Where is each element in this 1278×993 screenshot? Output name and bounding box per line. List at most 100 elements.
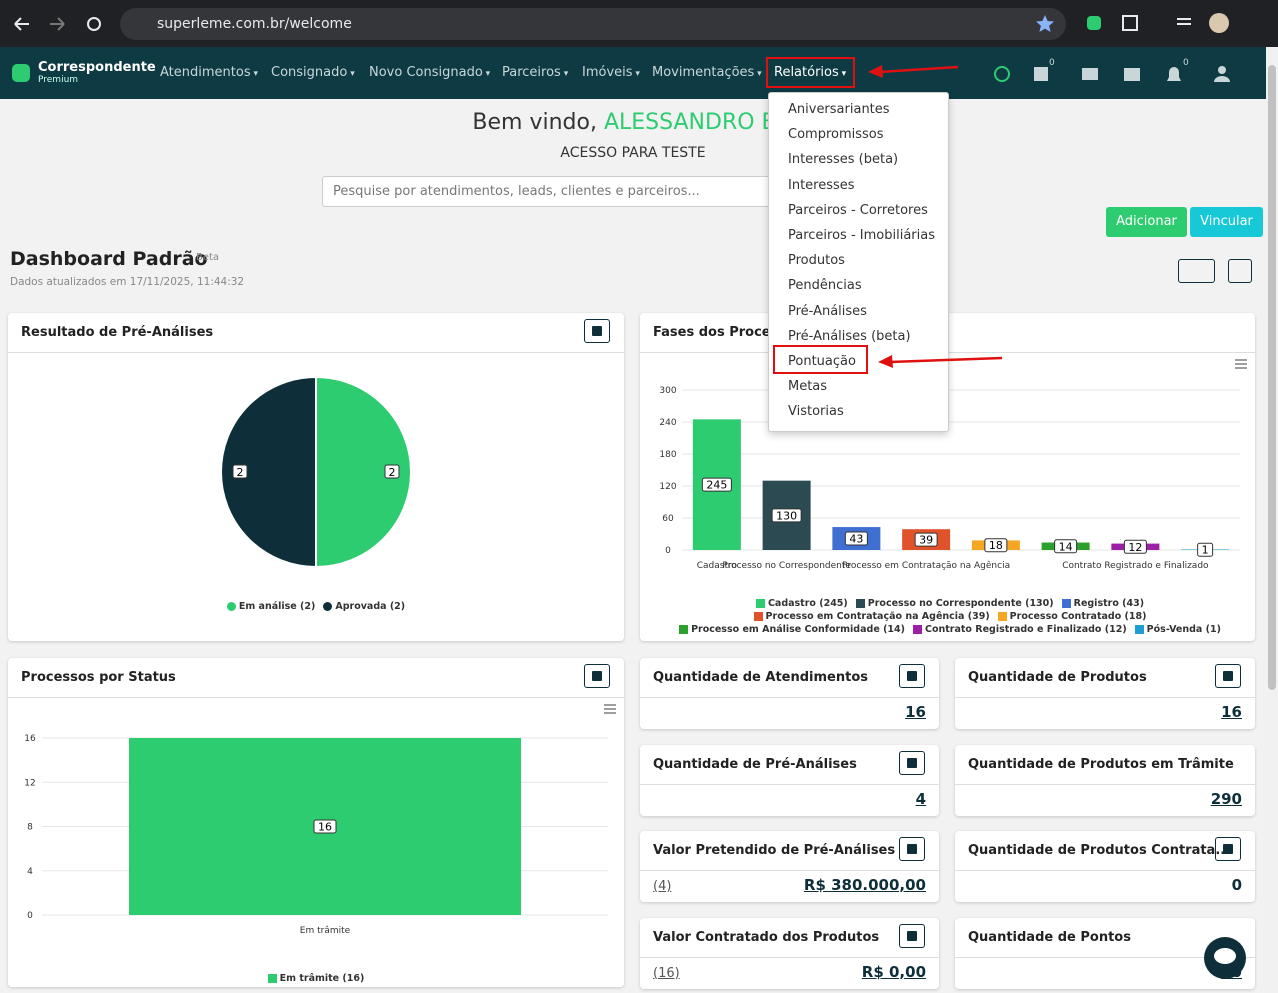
menu-item[interactable]: Movimentações <box>652 65 762 80</box>
calendar-button[interactable] <box>1215 837 1241 861</box>
search-input[interactable]: Pesquise por atendimentos, leads, client… <box>322 176 782 207</box>
card-count[interactable]: (16) <box>653 965 680 981</box>
panel: Quantidade de Produtos Contrata... 0 <box>955 831 1255 902</box>
menu-item[interactable]: Relatórios <box>774 65 846 80</box>
dropdown-item[interactable]: Vistorias <box>788 404 844 420</box>
greeting: Bem vindo, <box>472 110 597 135</box>
panel-title: Quantidade de Pré-Análises <box>653 756 857 772</box>
legend: Cadastro (245) Processo no Correspondente… <box>660 598 1240 635</box>
notification-badge: 0 <box>1183 58 1189 68</box>
legend-swatch <box>912 625 922 634</box>
calendar-button[interactable] <box>584 664 610 688</box>
menu-item[interactable]: Parceiros <box>502 65 568 80</box>
filter-button[interactable] <box>1178 259 1215 283</box>
legend-item[interactable]: Processo em Análise Conformidade (14) <box>679 624 905 635</box>
card-value[interactable]: 16 <box>1221 703 1242 721</box>
legend: Em análise (2) Aprovada (2) <box>8 601 624 612</box>
card-value[interactable]: 16 <box>905 703 926 721</box>
panel-title: Fases dos Proces <box>653 325 779 340</box>
panel: Processos por Status <box>8 658 624 987</box>
legend-label: Processo Contratado (18) <box>1009 611 1147 622</box>
scroll-thumb[interactable] <box>1268 65 1276 690</box>
dropdown-item[interactable]: Compromissos <box>788 127 884 143</box>
link-button[interactable]: Vincular <box>1190 207 1263 237</box>
legend-item[interactable]: Aprovada (2) <box>323 601 405 612</box>
card-value[interactable]: R$ 0,00 <box>861 962 926 981</box>
card-value[interactable]: 290 <box>1210 789 1242 808</box>
divider <box>640 870 939 871</box>
legend-label: Em análise (2) <box>238 601 316 612</box>
browser-bar: superleme.com.br/welcome <box>0 0 1278 47</box>
legend-swatch <box>855 599 865 608</box>
dropdown-item[interactable]: Pendências <box>788 278 862 294</box>
address-bar[interactable]: superleme.com.br/welcome <box>120 8 1066 40</box>
legend-swatch <box>755 599 765 608</box>
panel-title: Quantidade de Pontos <box>968 929 1131 945</box>
legend-item[interactable]: Registro (43) <box>1061 598 1145 609</box>
dropdown-item[interactable]: Interesses (beta) <box>788 152 899 168</box>
reports-dropdown: Aniversariantes Compromissos Interesses (b… <box>768 92 949 432</box>
dropdown-item[interactable]: Parceiros - Corretores <box>788 202 928 218</box>
calendar-button[interactable] <box>899 750 925 775</box>
panel: Resultado de Pré-Análises <box>8 313 624 641</box>
calendar-button[interactable] <box>584 319 610 343</box>
panel-title: Quantidade de Produtos <box>968 670 1147 685</box>
calendar-badge: 0 <box>1049 58 1055 68</box>
menu-item[interactable]: Imóveis <box>582 65 640 80</box>
calendar-button[interactable] <box>1215 664 1241 688</box>
add-button[interactable]: Adicionar <box>1106 207 1187 237</box>
legend-item[interactable]: Processo no Correspondente (130) <box>855 598 1054 609</box>
menu-item[interactable]: Atendimentos <box>160 65 258 80</box>
legend-label: Aprovada (2) <box>335 601 406 612</box>
dropdown-item[interactable]: Metas <box>788 379 828 395</box>
calendar-button[interactable] <box>899 923 925 948</box>
divider <box>640 697 939 698</box>
calendar-button[interactable] <box>899 837 925 861</box>
divider <box>640 783 939 785</box>
dropdown-item[interactable]: Produtos <box>788 253 845 269</box>
legend-item[interactable]: Cadastro (245) <box>755 598 848 609</box>
browser-toolbar-icons <box>1087 13 1229 33</box>
legend-item[interactable]: Processo Contratado (18) <box>997 611 1147 622</box>
panel: Quantidade de Produtos em Trâmite 290 <box>955 744 1255 816</box>
dropdown-item[interactable]: Pré-Análises (beta) <box>788 328 911 344</box>
dashboard-title: Dashboard Padrão <box>10 248 208 270</box>
legend-item[interactable]: Em análise (2) <box>226 601 316 612</box>
card-value[interactable]: 10 <box>1221 962 1242 981</box>
card-value: 0 <box>1231 876 1242 894</box>
panel: Quantidade de Pontos 10 <box>955 917 1255 989</box>
legend-item[interactable]: Processo em Contratação na Agência (39) <box>753 611 990 622</box>
panel: Valor Pretendido de Pré-Análises (4) R$ 38… <box>640 831 939 902</box>
legend-item[interactable]: Em trâmite (16) <box>267 973 365 984</box>
dropdown-item[interactable]: Aniversariantes <box>788 102 890 117</box>
menu-item[interactable]: Novo Consignado <box>369 65 490 80</box>
legend-item[interactable]: Pós-Venda (1) <box>1134 624 1221 635</box>
dropdown-item[interactable]: Pré-Análises <box>788 303 867 319</box>
legend-swatch <box>323 602 333 611</box>
card-value[interactable]: 4 <box>915 789 926 808</box>
menu-item[interactable]: Consignado <box>271 65 355 80</box>
card-count[interactable]: (4) <box>653 879 672 894</box>
user-name: ALESSANDRO BO <box>603 110 794 135</box>
brand-logo <box>12 64 30 82</box>
card-value[interactable]: R$ 380.000,00 <box>803 876 926 894</box>
subtitle: ACESSO PARA TESTE <box>560 145 706 161</box>
legend-item[interactable]: Contrato Registrado e Finalizado (12) <box>912 624 1127 635</box>
beta-badge: Beta <box>196 252 220 263</box>
legend-label: Registro (43) <box>1073 598 1145 609</box>
more-button[interactable] <box>1228 259 1252 283</box>
dropdown-item[interactable]: Pontuação <box>788 354 856 369</box>
dropdown-item[interactable]: Parceiros - Imobiliárias <box>788 228 935 243</box>
calendar-button[interactable] <box>899 664 925 688</box>
browser-nav-icons <box>14 17 101 31</box>
panel-title: Quantidade de Produtos Contrata... <box>968 843 1231 858</box>
panel-title: Quantidade de Atendimentos <box>653 670 868 685</box>
welcome: Bem vindo, ALESSANDRO BO <box>0 110 1266 135</box>
bookmark-star[interactable] <box>1035 14 1055 34</box>
dropdown-item[interactable]: Interesses <box>788 177 855 193</box>
legend-label: Em trâmite (16) <box>279 973 365 984</box>
panel-title: Valor Pretendido de Pré-Análises <box>653 843 896 858</box>
scrollbar[interactable] <box>1266 47 1278 993</box>
